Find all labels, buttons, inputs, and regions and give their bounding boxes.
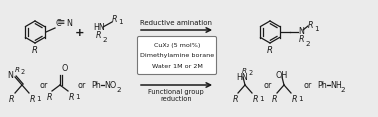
Text: R: R — [267, 46, 273, 55]
Text: ≡: ≡ — [57, 17, 65, 27]
FancyBboxPatch shape — [138, 37, 217, 75]
Text: N: N — [66, 18, 72, 27]
Text: R: R — [253, 95, 259, 104]
Text: OH: OH — [276, 71, 288, 79]
Text: O: O — [61, 64, 67, 73]
Text: NO: NO — [104, 80, 116, 90]
Text: Dimethylamine borane: Dimethylamine borane — [140, 53, 214, 58]
Text: 2: 2 — [20, 69, 24, 75]
Text: 2: 2 — [305, 41, 310, 47]
Text: Functional group
reduction: Functional group reduction — [148, 89, 204, 102]
Text: R: R — [272, 95, 278, 104]
Text: HN: HN — [236, 73, 248, 82]
Text: 1: 1 — [259, 96, 263, 102]
Text: 1: 1 — [36, 96, 40, 102]
Text: Ph: Ph — [91, 80, 101, 90]
Text: R: R — [30, 95, 36, 104]
Text: +: + — [75, 28, 85, 38]
Text: C: C — [56, 18, 61, 27]
Text: HN: HN — [93, 24, 105, 33]
Text: 1: 1 — [314, 26, 319, 32]
Text: R: R — [47, 93, 53, 102]
Text: or: or — [40, 80, 48, 90]
Text: 2: 2 — [340, 87, 345, 93]
Text: N: N — [298, 26, 304, 35]
Text: N: N — [7, 71, 13, 80]
Text: or: or — [78, 80, 86, 90]
Text: R: R — [15, 67, 20, 73]
Text: R: R — [32, 46, 38, 55]
Text: R: R — [9, 95, 15, 104]
Text: 1: 1 — [118, 19, 122, 25]
Text: or: or — [264, 80, 272, 90]
Text: 1: 1 — [298, 96, 303, 102]
Text: CuX₂ (5 mol%): CuX₂ (5 mol%) — [154, 44, 200, 49]
Text: 2: 2 — [102, 37, 107, 43]
Text: R: R — [96, 31, 102, 40]
Text: R: R — [292, 95, 297, 104]
Text: R: R — [242, 68, 247, 74]
Text: R: R — [69, 93, 74, 102]
Text: NH: NH — [330, 80, 342, 90]
Text: or: or — [304, 80, 312, 90]
Text: Water 1M or 2M: Water 1M or 2M — [152, 64, 203, 68]
Text: R: R — [308, 20, 313, 29]
Text: R: R — [299, 35, 305, 44]
Text: 1: 1 — [75, 94, 80, 100]
Text: R: R — [233, 95, 239, 104]
Text: 2: 2 — [248, 70, 252, 76]
Text: 2: 2 — [116, 87, 121, 93]
Text: Reductive amination: Reductive amination — [140, 20, 212, 26]
Text: R: R — [112, 15, 118, 24]
Text: Ph: Ph — [317, 80, 327, 90]
